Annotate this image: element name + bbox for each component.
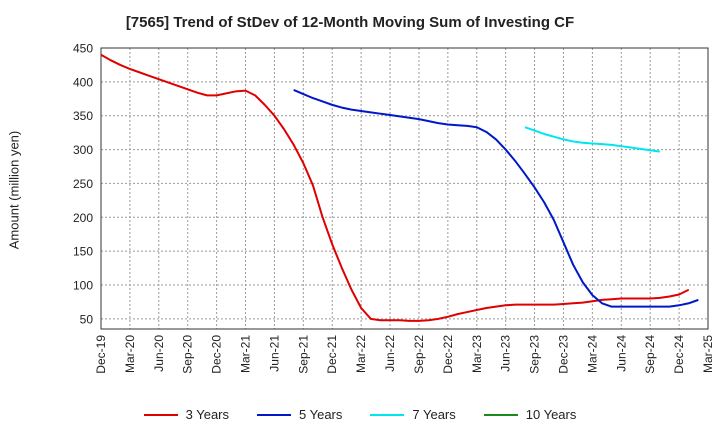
series-line-5-years: [293, 89, 699, 308]
x-tick-label: Dec-24: [672, 335, 686, 374]
x-tick-label: Sep-21: [296, 335, 310, 374]
legend: 3 Years 5 Years 7 Years 10 Years: [0, 407, 720, 422]
legend-label: 5 Years: [299, 407, 343, 422]
x-tick-label: Dec-22: [441, 335, 455, 374]
x-tick-label: Mar-25: [701, 335, 715, 373]
series-line-7-years: [524, 126, 660, 153]
x-tick-label: Mar-24: [585, 335, 599, 373]
y-tick-label: 400: [73, 75, 93, 89]
legend-swatch: [143, 413, 178, 416]
x-tick-label: Jun-20: [152, 335, 166, 372]
legend-swatch: [257, 413, 291, 416]
legend-item: 7 Years: [370, 407, 456, 422]
x-tick-label: Jun-21: [267, 335, 281, 372]
legend-label: 3 Years: [185, 407, 229, 422]
series-line-3-years: [100, 53, 690, 322]
legend-label: 7 Years: [412, 407, 456, 422]
y-tick-label: 50: [80, 312, 94, 326]
y-tick-label: 300: [73, 143, 93, 157]
x-tick-label: Jun-23: [499, 335, 513, 372]
x-tick-label: Dec-21: [325, 335, 339, 374]
chart-title: [7565] Trend of StDev of 12-Month Moving…: [125, 14, 575, 31]
x-tick-label: Dec-20: [210, 335, 224, 374]
y-tick-label: 250: [73, 177, 93, 191]
x-tick-label: Sep-20: [181, 335, 195, 374]
x-tick-label: Dec-19: [94, 335, 108, 374]
legend-item: 3 Years: [143, 407, 229, 422]
x-tick-label: Jun-24: [614, 335, 628, 372]
y-tick-label: 450: [73, 42, 93, 56]
plot-frame: [100, 47, 709, 330]
x-tick-label: Sep-24: [643, 335, 657, 374]
x-tick-label: Sep-22: [412, 335, 426, 374]
y-tick-label: 200: [73, 211, 93, 225]
x-tick-label: Mar-23: [470, 335, 484, 373]
legend-swatch: [483, 413, 518, 416]
x-tick-label: Sep-23: [528, 335, 542, 374]
legend-label: 10 Years: [525, 407, 577, 422]
x-tick-label: Mar-20: [123, 335, 137, 373]
x-tick-label: Mar-21: [239, 335, 253, 373]
y-tick-label: 100: [73, 278, 93, 292]
legend-item: 5 Years: [257, 407, 342, 422]
x-tick-label: Mar-22: [354, 335, 368, 373]
y-tick-label: 350: [73, 109, 93, 123]
legend-item: 10 Years: [483, 407, 577, 422]
x-tick-label: Dec-23: [556, 335, 570, 374]
y-tick-label: 150: [73, 245, 93, 259]
legend-swatch: [370, 413, 405, 416]
x-tick-label: Jun-22: [383, 335, 397, 372]
